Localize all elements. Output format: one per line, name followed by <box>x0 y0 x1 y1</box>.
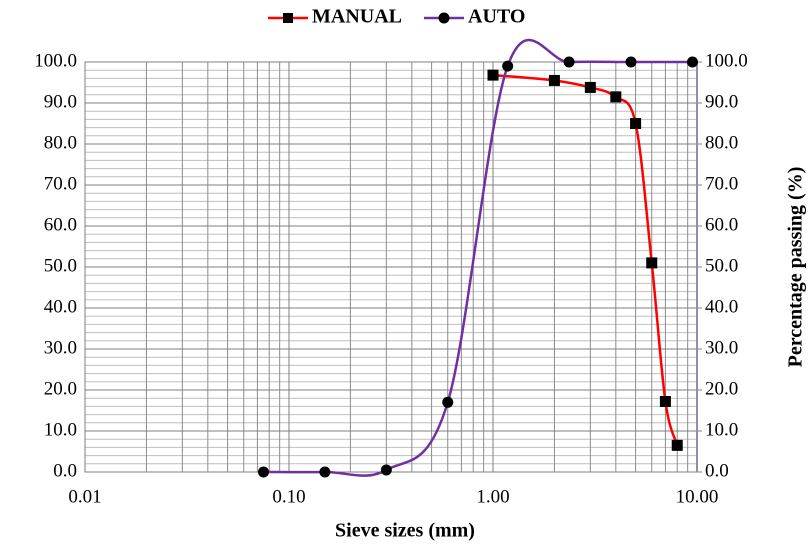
data-point <box>659 395 671 407</box>
data-point <box>442 396 454 408</box>
series-line <box>263 38 693 477</box>
data-point <box>625 56 637 68</box>
x-tick-label: 10.00 <box>676 486 719 507</box>
y2-tick-label: 80.0 <box>705 132 738 153</box>
x-tick-label: 1.00 <box>476 486 509 507</box>
y2-tick-label: 40.0 <box>705 296 738 317</box>
x-tick-label: 0.01 <box>68 486 101 507</box>
y2-tick-label: 60.0 <box>705 214 738 235</box>
data-point <box>671 439 683 451</box>
y2-axis-title: Percentage passing (%) <box>785 167 807 368</box>
y-tick-label: 90.0 <box>44 91 77 112</box>
data-point <box>630 118 642 129</box>
data-point <box>646 257 658 269</box>
legend-label: AUTO <box>468 6 525 28</box>
y2-tick-label: 90.0 <box>705 91 738 112</box>
y2-tick-label: 100.0 <box>705 50 748 71</box>
data-point <box>487 69 499 81</box>
y2-tick-label: 30.0 <box>705 337 738 358</box>
y-tick-label: 60.0 <box>44 214 77 235</box>
legend-marker <box>283 13 293 23</box>
data-point <box>548 74 560 86</box>
legend-marker <box>438 12 450 24</box>
data-point <box>563 56 575 68</box>
data-point <box>319 466 331 478</box>
y2-tick-label: 10.0 <box>705 419 738 440</box>
x-tick-label: 0.10 <box>272 486 305 507</box>
y-tick-label: 20.0 <box>44 378 77 399</box>
y2-tick-label: 70.0 <box>705 173 738 194</box>
y-tick-label: 80.0 <box>44 132 77 153</box>
y2-tick-label: 0.0 <box>705 460 729 481</box>
y-tick-label: 50.0 <box>44 255 77 276</box>
data-point <box>258 466 270 478</box>
y-tick-label: 0.0 <box>53 460 77 481</box>
data-point <box>502 60 514 72</box>
data-point <box>380 464 392 476</box>
data-point <box>610 91 622 103</box>
y-tick-label: 40.0 <box>44 296 77 317</box>
y2-tick-label: 50.0 <box>705 255 738 276</box>
y-tick-label: 70.0 <box>44 173 77 194</box>
data-point <box>584 81 596 93</box>
y-tick-label: 30.0 <box>44 337 77 358</box>
data-point <box>686 56 698 68</box>
legend-label: MANUAL <box>312 6 402 28</box>
y-tick-label: 10.0 <box>44 419 77 440</box>
x-axis-title: Sieve sizes (mm) <box>335 520 475 542</box>
y2-tick-label: 20.0 <box>705 378 738 399</box>
y-tick-label: 100.0 <box>34 50 77 71</box>
